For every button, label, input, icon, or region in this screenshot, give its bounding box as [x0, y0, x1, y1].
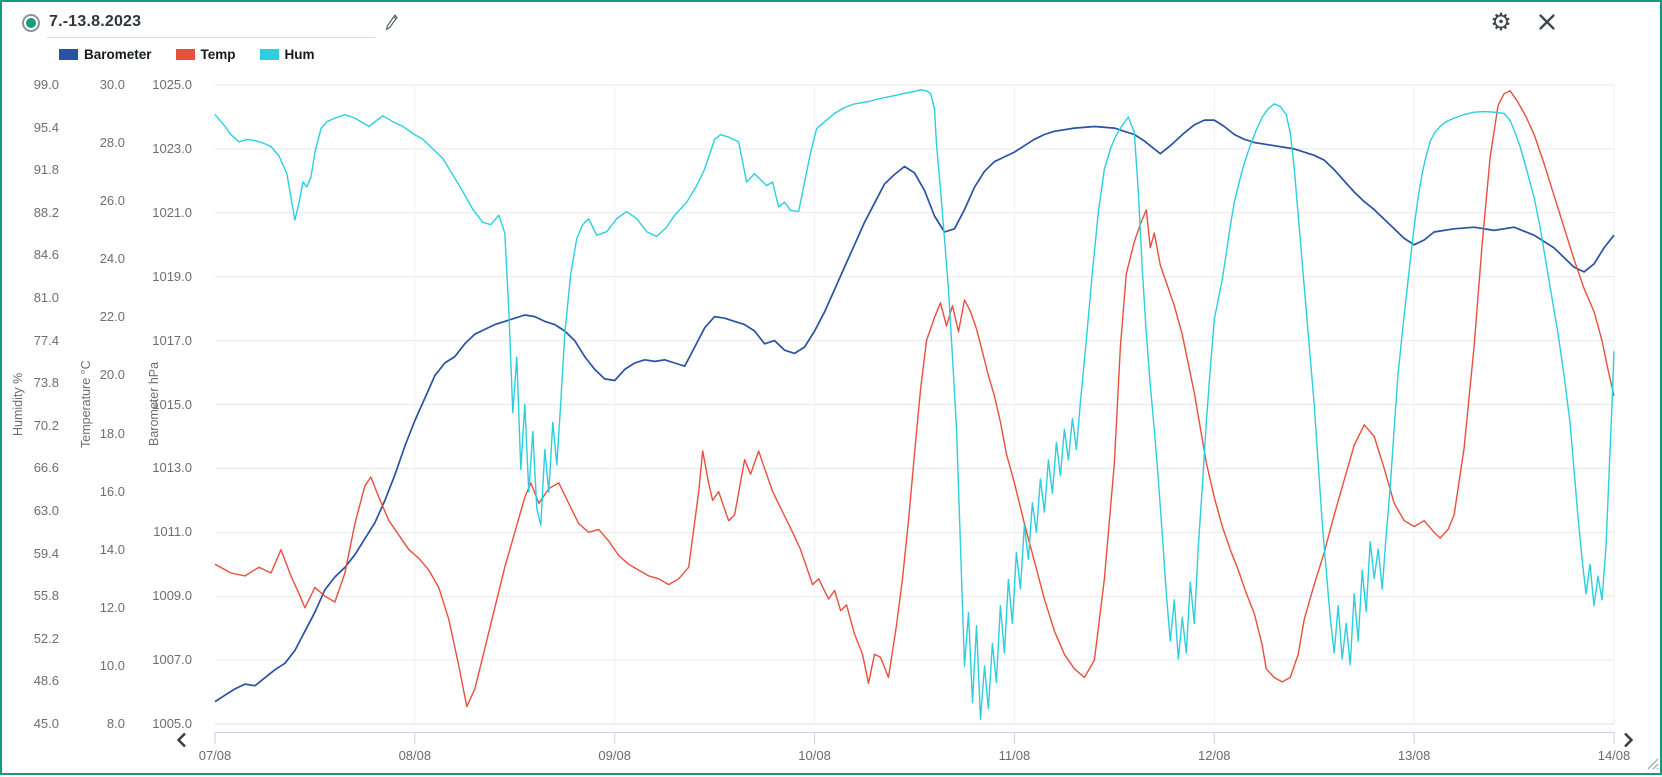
- barometer-tick-label: 1023.0: [152, 140, 192, 156]
- humidity-tick-label: 77.4: [33, 332, 59, 348]
- barometer-tick-label: 1021.0: [152, 204, 192, 220]
- pencil-icon: [385, 13, 398, 30]
- hum-line: [214, 88, 1615, 720]
- temperature-tick-label: 14.0: [99, 541, 125, 557]
- temperature-tick-label: 22.0: [99, 309, 125, 325]
- legend-label: Barometer: [84, 47, 152, 62]
- record-dot-icon: [26, 18, 36, 28]
- barometer-tick-label: 1017.0: [152, 332, 192, 348]
- legend-swatch-icon: [175, 49, 195, 60]
- x-axis-date-label: 07/08: [198, 748, 232, 763]
- date-range-value: 7.-13.8.2023: [49, 13, 142, 30]
- legend-label: Hum: [284, 47, 315, 62]
- humidity-tick-label: 45.0: [33, 716, 59, 731]
- humidity-tick-label: 55.8: [33, 588, 59, 604]
- x-axis-date-label: 09/08: [598, 748, 631, 763]
- resize-grip-icon: [1647, 758, 1659, 770]
- pan-right-button[interactable]: [1619, 729, 1637, 751]
- barometer-tick-label: 1007.0: [152, 652, 192, 668]
- chart-legend: Barometer Temp Hum: [59, 47, 315, 62]
- chevron-left-icon: [176, 732, 186, 748]
- temperature-tick-label: 30.0: [99, 77, 125, 92]
- barometer-tick-label: 1025.0: [152, 77, 192, 92]
- humidity-tick-label: 59.4: [33, 545, 59, 561]
- humidity-tick-label: 99.0: [33, 77, 59, 92]
- resize-handle[interactable]: [1644, 755, 1661, 777]
- temperature-tick-label: 28.0: [99, 135, 125, 151]
- barometer-tick-label: 1015.0: [152, 396, 192, 412]
- close-icon: [1539, 14, 1555, 30]
- legend-swatch-icon: [259, 49, 279, 60]
- legend-item-barometer[interactable]: Barometer: [59, 47, 152, 62]
- pan-left-button[interactable]: [172, 729, 190, 751]
- gear-icon: ⚙: [1490, 8, 1512, 36]
- record-status-icon: [22, 14, 40, 32]
- temperature-tick-label: 18.0: [99, 425, 125, 441]
- chevron-right-icon: [1623, 732, 1633, 748]
- barometer-line: [214, 119, 1615, 703]
- chart-plot-area[interactable]: [215, 85, 1614, 724]
- humidity-tick-label: 63.0: [33, 503, 59, 518]
- temperature-tick-label: 10.0: [99, 657, 125, 673]
- edit-title-button[interactable]: [380, 10, 402, 34]
- barometer-tick-label: 1019.0: [152, 268, 192, 284]
- x-axis-date-label: 12/08: [1198, 748, 1231, 763]
- legend-swatch-icon: [59, 49, 78, 60]
- x-axis-date-label: 10/08: [798, 748, 831, 763]
- temperature-tick-label: 16.0: [99, 483, 125, 499]
- humidity-tick-label: 84.6: [33, 247, 59, 263]
- barometer-tick-label: 1013.0: [152, 460, 192, 476]
- temperature-tick-label: 24.0: [99, 251, 125, 267]
- humidity-axis-title: Humidity %: [11, 372, 25, 436]
- date-range-input[interactable]: 7.-13.8.2023: [47, 10, 375, 38]
- settings-button[interactable]: ⚙: [1486, 7, 1516, 37]
- close-button[interactable]: [1532, 7, 1562, 37]
- x-axis-date-label: 14/08: [1597, 748, 1631, 763]
- legend-item-temp[interactable]: Temp: [175, 47, 236, 62]
- humidity-tick-label: 70.2: [33, 417, 59, 433]
- x-axis-date-label: 11/08: [998, 748, 1031, 763]
- barometer-tick-label: 1009.0: [152, 588, 192, 604]
- humidity-tick-label: 66.6: [33, 460, 59, 476]
- humidity-tick-label: 73.8: [33, 375, 59, 391]
- barometer-tick-label: 1011.0: [153, 524, 192, 540]
- humidity-tick-label: 52.2: [33, 630, 59, 646]
- temperature-tick-label: 8.0: [106, 716, 125, 731]
- humidity-tick-label: 95.4: [33, 119, 59, 135]
- humidity-tick-label: 48.6: [33, 673, 59, 689]
- legend-label: Temp: [200, 47, 236, 62]
- temperature-tick-label: 20.0: [99, 367, 125, 383]
- humidity-tick-label: 91.8: [33, 162, 59, 178]
- temperature-tick-label: 26.0: [99, 193, 125, 209]
- humidity-tick-label: 88.2: [33, 204, 59, 220]
- humidity-tick-label: 81.0: [33, 290, 59, 305]
- x-axis-date-label: 13/08: [1397, 748, 1431, 763]
- legend-item-hum[interactable]: Hum: [259, 47, 315, 62]
- barometer-tick-label: 1005.0: [152, 716, 192, 731]
- x-axis-date-label: 08/08: [398, 748, 432, 763]
- temperature-tick-label: 12.0: [99, 599, 125, 615]
